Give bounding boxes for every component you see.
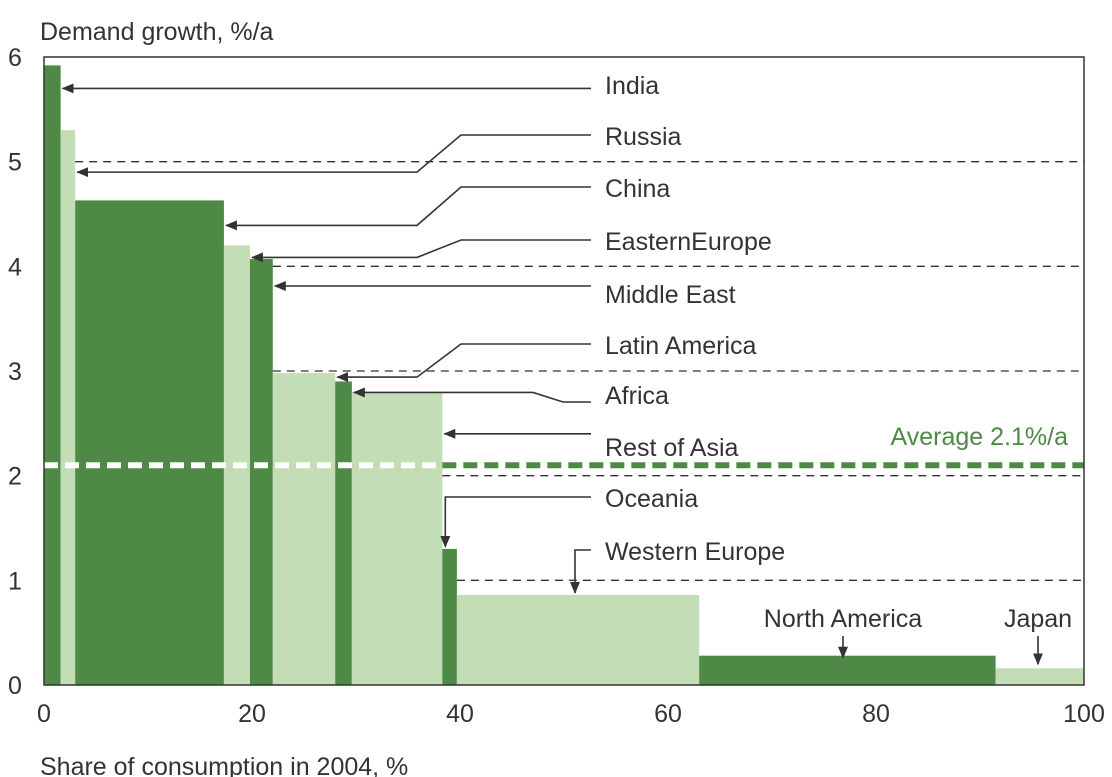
leader-arrow-latin-america	[336, 343, 591, 383]
bars	[44, 65, 1084, 686]
x-tick-label: 20	[238, 700, 266, 728]
label-china: China	[605, 175, 670, 203]
label-middle-east: Middle East	[605, 281, 736, 309]
y-tick-label: 6	[8, 44, 22, 72]
y-tick-label: 0	[8, 672, 22, 700]
label-easterneurope: EasternEurope	[605, 228, 772, 256]
label-india: India	[605, 72, 659, 100]
bar-oceania	[442, 548, 457, 685]
y-tick-label: 1	[8, 567, 22, 595]
y-tick-label: 5	[8, 149, 22, 177]
x-axis-title: Share of consumption in 2004, %	[40, 753, 408, 777]
leader-arrow-china	[224, 186, 591, 231]
axis-ticks: 0 20 40 60 80 100 0 1 2 3 4 5 6	[8, 44, 1105, 728]
plot-border	[43, 56, 1085, 686]
reference-lines	[75, 161, 1084, 581]
bar-china	[75, 200, 224, 686]
annotations: India Russia China EasternEurope Middle East…	[61, 72, 1072, 666]
label-western-europe: Western Europe	[605, 538, 785, 566]
leader-arrow-oceania	[440, 496, 591, 548]
average-label: Average 2.1%/a	[891, 423, 1069, 451]
label-rest-of-asia: Rest of Asia	[605, 434, 738, 462]
x-tick-label: 100	[1063, 700, 1105, 728]
label-north-america: North America	[764, 605, 922, 633]
leader-arrow-africa	[352, 387, 591, 403]
average-line-group: Average 2.1%/a	[44, 423, 1084, 469]
bar-north-america	[699, 655, 996, 685]
y-tick-label: 4	[8, 253, 22, 281]
bar-japan	[995, 668, 1084, 685]
bar-rest-of-asia	[351, 391, 443, 685]
bar-russia	[60, 130, 76, 685]
x-tick-label: 40	[446, 700, 474, 728]
bar-middle-east	[249, 259, 273, 685]
leader-arrow-russia	[76, 134, 591, 178]
x-tick-label: 0	[37, 700, 51, 728]
plot-frame	[43, 56, 1085, 686]
label-russia: Russia	[605, 123, 682, 151]
bar-india	[44, 65, 61, 685]
bar-africa	[335, 381, 352, 685]
label-oceania: Oceania	[605, 485, 698, 513]
leader-arrow-western-europe	[570, 549, 591, 594]
y-axis-title: Demand growth, %/a	[40, 18, 274, 46]
y-tick-label: 3	[8, 358, 22, 386]
x-tick-label: 80	[862, 700, 890, 728]
label-japan: Japan	[1004, 605, 1072, 633]
label-africa: Africa	[605, 382, 669, 410]
x-tick-label: 60	[654, 700, 682, 728]
label-latin-america: Latin America	[605, 332, 757, 360]
y-tick-label: 2	[8, 463, 22, 491]
leader-arrow-easterneurope	[250, 239, 591, 263]
bar-western-europe	[456, 594, 700, 685]
bar-latin-america	[272, 373, 336, 685]
